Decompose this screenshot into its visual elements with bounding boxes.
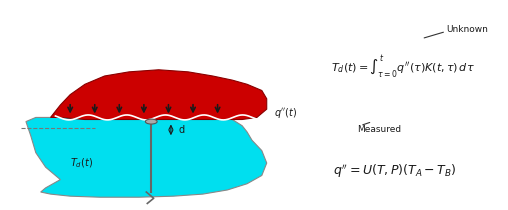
Text: Unknown: Unknown [446, 25, 488, 34]
Text: d: d [178, 125, 184, 135]
Text: $q'' = U(T,P)\left(T_A - T_B\right)$: $q'' = U(T,P)\left(T_A - T_B\right)$ [333, 163, 457, 180]
Polygon shape [50, 70, 267, 119]
Polygon shape [26, 112, 267, 197]
Text: Measured: Measured [358, 125, 402, 134]
Text: $T_d(t)$: $T_d(t)$ [70, 156, 93, 170]
Circle shape [145, 119, 157, 124]
Text: $T_d(t) = \int_{\tau=0}^{t} q''(\tau)K(t,\tau)\,d\tau$: $T_d(t) = \int_{\tau=0}^{t} q''(\tau)K(t… [331, 54, 474, 81]
Text: $q''(t)$: $q''(t)$ [274, 106, 297, 120]
